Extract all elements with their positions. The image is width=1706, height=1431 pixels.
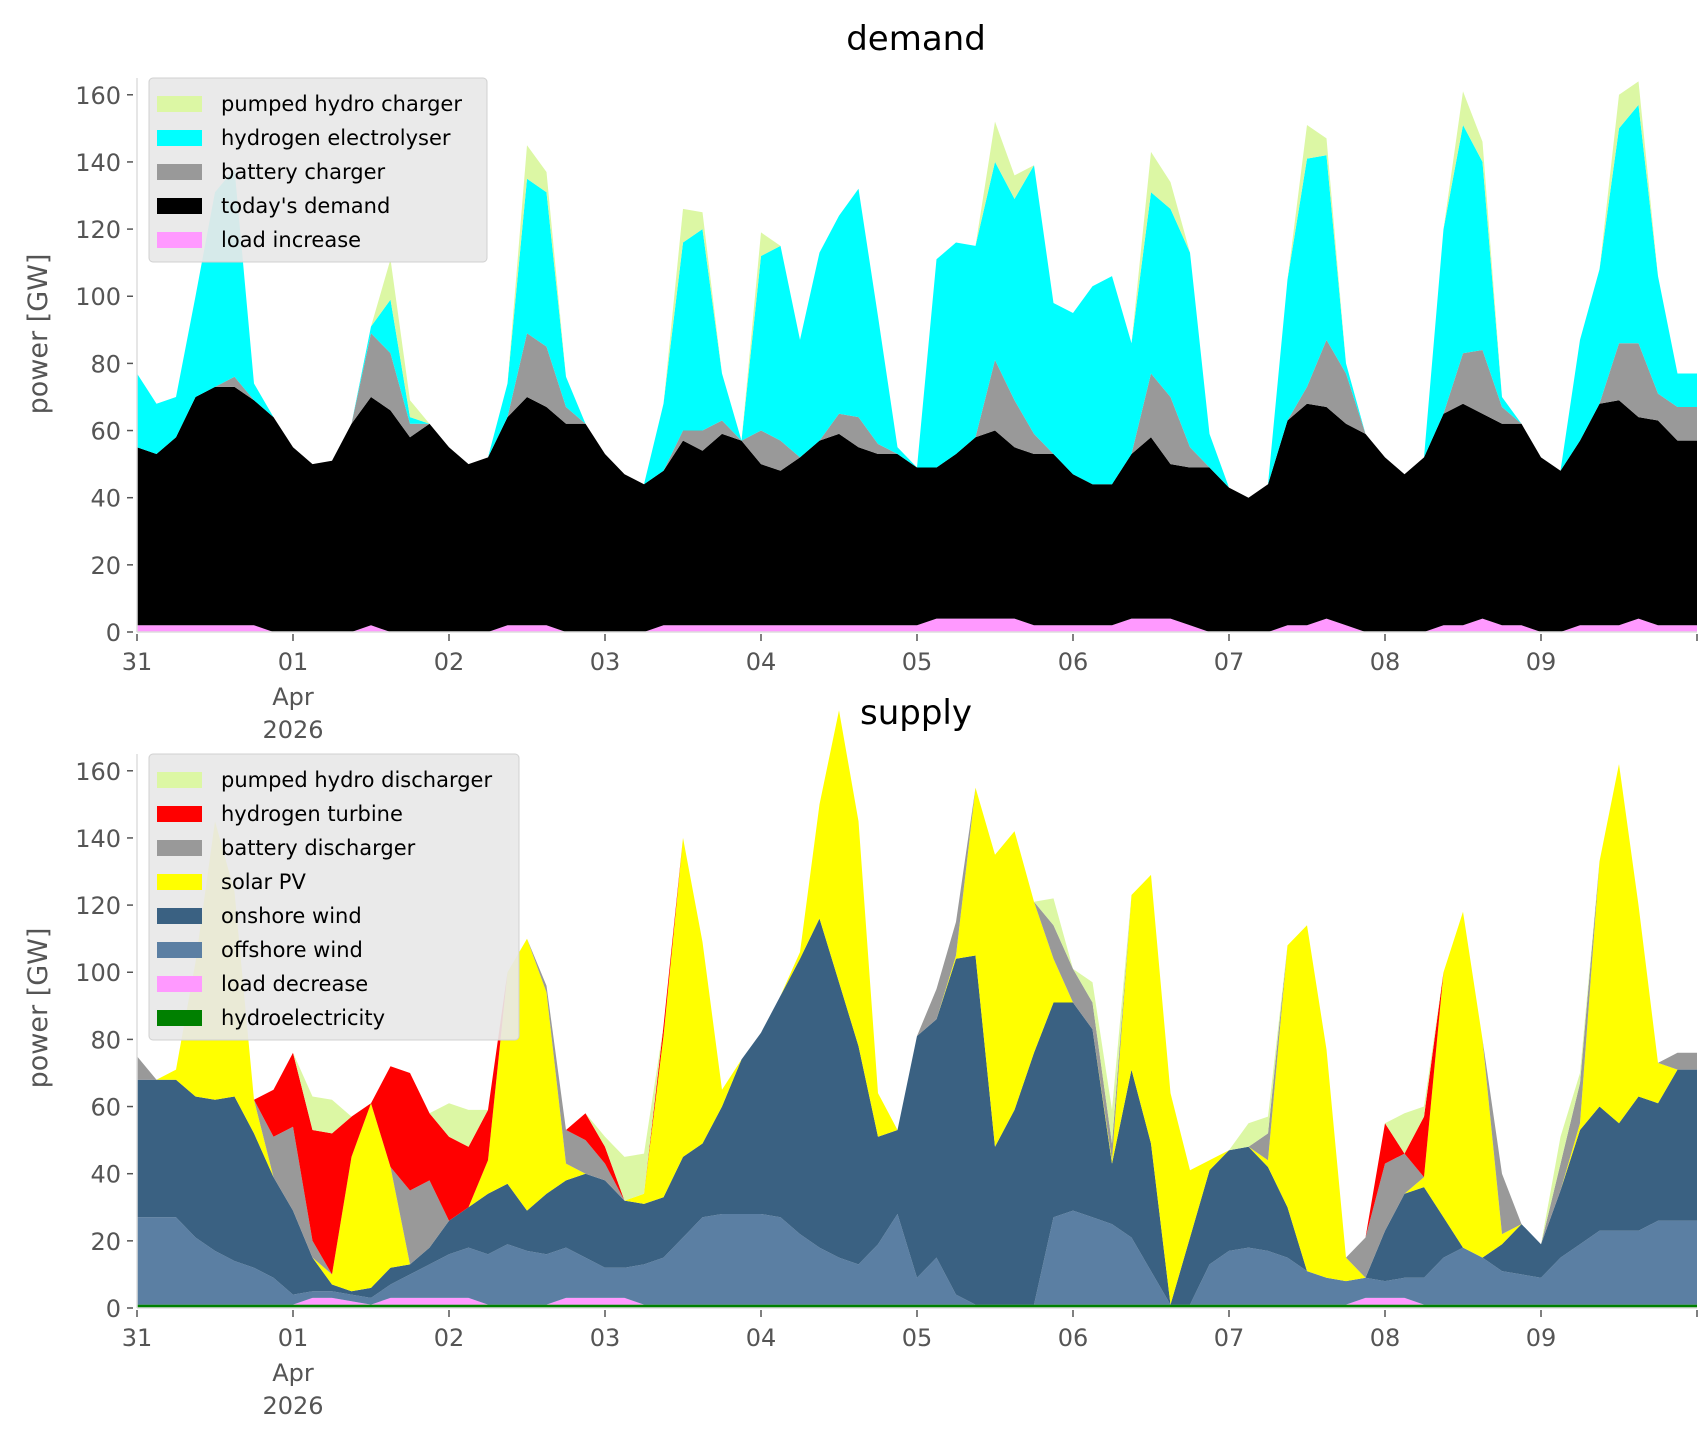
demand-panel: demand power [GW] 0204060801001201401603… bbox=[23, 19, 1698, 744]
y-tick-label: 0 bbox=[106, 619, 121, 647]
area-load-decrease bbox=[137, 1297, 1697, 1305]
legend-label-onshore-wind: onshore wind bbox=[221, 904, 362, 928]
legend-box bbox=[148, 753, 520, 1041]
y-tick-label: 0 bbox=[106, 1295, 121, 1323]
legend-label-load-decrease: load decrease bbox=[221, 972, 368, 996]
y-tick-label: 60 bbox=[90, 1094, 121, 1122]
x-tick-sublabel: 2026 bbox=[262, 716, 323, 744]
y-tick-label: 120 bbox=[75, 216, 121, 244]
area-today-s-demand bbox=[137, 386, 1697, 632]
x-tick-label: 31 bbox=[122, 1324, 153, 1352]
legend-label-hydroelectricity: hydroelectricity bbox=[221, 1006, 385, 1030]
y-tick-label: 100 bbox=[75, 283, 121, 311]
x-tick-label: 31 bbox=[122, 648, 153, 676]
demand-axes: 0 20 40 60 80 100 120 140 160 31 01 Apr 2026 02 03 04 05… bbox=[75, 78, 1698, 744]
x-tick-label: 09 bbox=[1526, 648, 1557, 676]
x-tick-label: 02 bbox=[434, 1324, 465, 1352]
y-tick-label: 20 bbox=[90, 552, 121, 580]
legend-label-battery-discharger: battery discharger bbox=[221, 836, 416, 860]
x-tick-sublabel: 2026 bbox=[262, 1392, 323, 1420]
legend-label-offshore-wind: offshore wind bbox=[221, 938, 363, 962]
legend-swatch-offshore-wind bbox=[157, 942, 202, 958]
legend-swatch-load-decrease bbox=[157, 976, 202, 992]
legend-swatch-battery-discharger bbox=[157, 840, 202, 856]
legend-label-solar-pv: solar PV bbox=[221, 870, 306, 894]
legend-swatch-onshore-wind bbox=[157, 908, 202, 924]
legend-label-pumped-hydro-discharger: pumped hydro discharger bbox=[221, 768, 492, 792]
y-tick-label: 160 bbox=[75, 758, 121, 786]
x-tick-label: 05 bbox=[902, 648, 933, 676]
x-tick-label: 08 bbox=[1370, 1324, 1401, 1352]
y-tick-label: 80 bbox=[90, 350, 121, 378]
x-tick-label: 06 bbox=[1058, 1324, 1089, 1352]
x-tick-label: 04 bbox=[746, 648, 777, 676]
area-battery-charger bbox=[137, 333, 1697, 498]
y-tick-label: 80 bbox=[90, 1026, 121, 1054]
x-tick-label: 08 bbox=[1370, 648, 1401, 676]
legend-box bbox=[148, 77, 488, 263]
legend-swatch-today-s-demand bbox=[157, 198, 202, 214]
area-solar-pv bbox=[137, 710, 1697, 1305]
x-tick-label: 01 bbox=[278, 648, 309, 676]
legend-label-today-s-demand: today's demand bbox=[221, 194, 390, 218]
x-tick-label: 07 bbox=[1214, 648, 1245, 676]
y-tick-label: 60 bbox=[90, 418, 121, 446]
y-tick-label: 140 bbox=[75, 825, 121, 853]
x-tick-label: 09 bbox=[1526, 1324, 1557, 1352]
x-tick-label: 01 bbox=[278, 1324, 309, 1352]
x-tick-sublabel: Apr bbox=[272, 1359, 314, 1387]
y-tick-label: 100 bbox=[75, 959, 121, 987]
y-tick-label: 160 bbox=[75, 82, 121, 110]
area-hydroelectricity bbox=[137, 1304, 1697, 1308]
demand-title: demand bbox=[846, 19, 986, 59]
y-tick-label: 40 bbox=[90, 485, 121, 513]
supply-panel: supply power [GW] 0204060801001201401603… bbox=[23, 693, 1698, 1420]
legend-swatch-solar-pv bbox=[157, 874, 202, 890]
supply-axes: 0 20 40 60 80 100 120 140 160 31 01 Apr 2026 02 03 04 05… bbox=[75, 754, 1698, 1420]
demand-areas bbox=[137, 81, 1697, 632]
area-offshore-wind bbox=[137, 1210, 1697, 1305]
x-tick-sublabel: Apr bbox=[272, 683, 314, 711]
supply-legend: pumped hydro discharger hydrogen turbine b… bbox=[148, 753, 520, 1041]
legend-swatch-hydroelectricity bbox=[157, 1010, 202, 1026]
x-tick-label: 07 bbox=[1214, 1324, 1245, 1352]
x-tick-label: 04 bbox=[746, 1324, 777, 1352]
supply-areas bbox=[137, 710, 1697, 1308]
legend-swatch-pumped-hydro-discharger bbox=[157, 772, 202, 788]
demand-y-axis-label: power [GW] bbox=[23, 254, 54, 415]
y-tick-label: 140 bbox=[75, 149, 121, 177]
legend-swatch-hydrogen-turbine bbox=[157, 806, 202, 822]
x-tick-label: 03 bbox=[590, 648, 621, 676]
x-tick-label: 06 bbox=[1058, 648, 1089, 676]
x-tick-label: 05 bbox=[902, 1324, 933, 1352]
y-tick-label: 40 bbox=[90, 1161, 121, 1189]
y-tick-label: 20 bbox=[90, 1228, 121, 1256]
area-onshore-wind bbox=[137, 918, 1697, 1305]
legend-label-hydrogen-turbine: hydrogen turbine bbox=[221, 802, 403, 826]
legend-swatch-battery-charger bbox=[157, 164, 202, 180]
supply-y-axis-label: power [GW] bbox=[23, 928, 54, 1089]
y-tick-label: 120 bbox=[75, 892, 121, 920]
area-hydrogen-electrolyser bbox=[137, 104, 1697, 498]
x-tick-label: 03 bbox=[590, 1324, 621, 1352]
legend-swatch-hydrogen-electrolyser bbox=[157, 130, 202, 146]
legend-label-pumped-hydro-charger: pumped hydro charger bbox=[221, 92, 462, 116]
legend-label-battery-charger: battery charger bbox=[221, 160, 386, 184]
legend-swatch-pumped-hydro-charger bbox=[157, 96, 202, 112]
legend-label-load-increase: load increase bbox=[221, 228, 361, 252]
legend-label-hydrogen-electrolyser: hydrogen electrolyser bbox=[221, 126, 451, 150]
legend-swatch-load-increase bbox=[157, 232, 202, 248]
supply-title: supply bbox=[860, 693, 972, 733]
demand-legend: pumped hydro charger hydrogen electrolyse… bbox=[148, 77, 488, 263]
x-tick-label: 02 bbox=[434, 648, 465, 676]
